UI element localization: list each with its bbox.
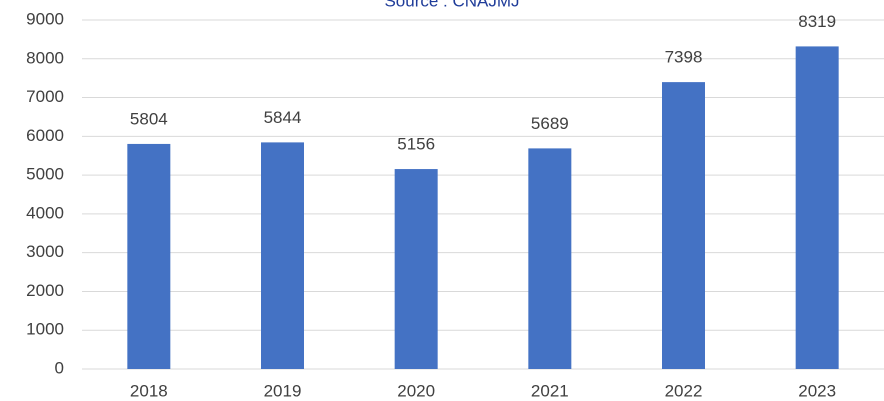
data-label: 5844 xyxy=(264,108,302,127)
bar xyxy=(127,143,171,369)
data-label: 5689 xyxy=(531,114,569,133)
chart-subtitle: Source : CNAJMJ xyxy=(384,0,519,10)
data-label: 7398 xyxy=(665,48,703,67)
x-tick-label: 2022 xyxy=(665,381,703,400)
x-tick-label: 2021 xyxy=(531,381,569,400)
x-tick-label: 2023 xyxy=(798,381,836,400)
y-tick-label: 1000 xyxy=(26,320,64,339)
bar xyxy=(528,148,572,369)
x-tick-label: 2020 xyxy=(397,381,435,400)
y-tick-label: 9000 xyxy=(26,9,64,28)
bar xyxy=(662,82,705,369)
y-tick-label: 2000 xyxy=(26,281,64,300)
y-tick-label: 7000 xyxy=(26,87,64,106)
bar xyxy=(394,169,438,369)
y-tick-label: 6000 xyxy=(26,126,64,145)
y-tick-label: 5000 xyxy=(26,165,64,184)
y-tick-label: 0 xyxy=(55,358,64,377)
x-tick-label: 2019 xyxy=(264,381,302,400)
y-tick-label: 3000 xyxy=(26,242,64,261)
bar xyxy=(261,142,304,369)
x-tick-label: 2018 xyxy=(130,381,168,400)
data-label: 5156 xyxy=(397,135,435,154)
data-label: 5804 xyxy=(130,109,168,128)
y-tick-label: 4000 xyxy=(26,203,64,222)
bar xyxy=(795,46,839,370)
data-label: 8319 xyxy=(798,12,836,31)
y-tick-label: 8000 xyxy=(26,48,64,67)
